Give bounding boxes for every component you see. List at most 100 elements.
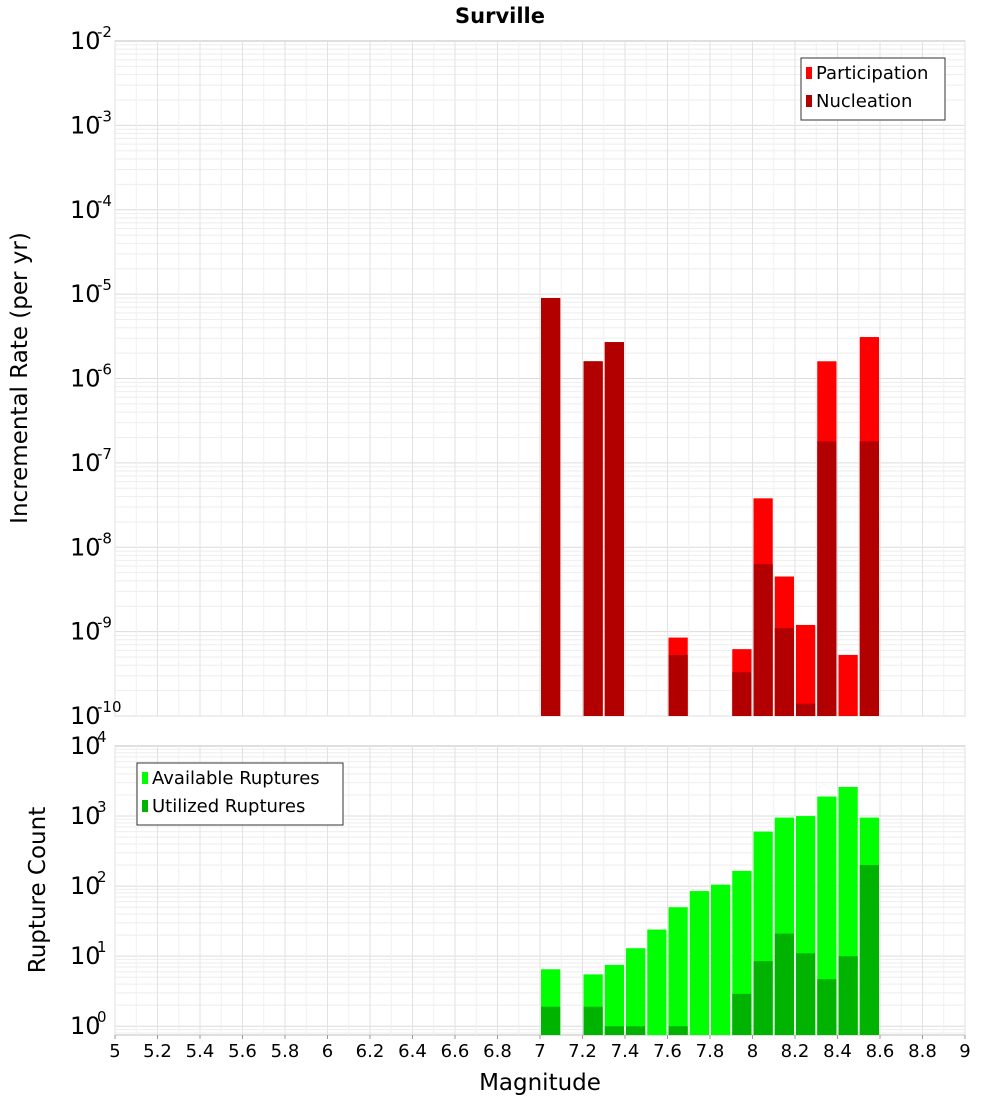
rate-y-tick-exp: -3 <box>97 107 112 125</box>
rate-y-tick-base: 10 <box>70 533 101 561</box>
rate-series-1 <box>541 297 879 716</box>
rate-y-tick-label: 10-10 <box>70 698 122 730</box>
rate-bar <box>774 628 794 716</box>
x-tick-label: 5.6 <box>228 1041 257 1062</box>
rate-legend: Participation Nucleation <box>800 57 946 121</box>
x-tick-label: 8.6 <box>866 1041 895 1062</box>
rate-bar <box>583 361 603 716</box>
rate-y-tick-label: 10-5 <box>70 276 112 308</box>
x-tick-label: 9 <box>959 1041 970 1062</box>
count-bar <box>838 956 858 1035</box>
rate-bar <box>817 441 837 716</box>
rate-y-tick-label: 10-8 <box>70 529 112 561</box>
x-tick-label: 7 <box>534 1041 545 1062</box>
x-tick-label: 7.6 <box>653 1041 682 1062</box>
count-y-tick-exp: 2 <box>97 868 107 886</box>
rate-legend-swatch <box>806 95 812 107</box>
count-bar <box>817 796 837 1035</box>
count-bar <box>668 907 688 1035</box>
rate-y-tick-exp: -2 <box>97 23 112 41</box>
rate-bar <box>796 624 816 716</box>
x-tick-label: 7.4 <box>611 1041 640 1062</box>
count-bar <box>817 979 837 1035</box>
x-tick-label: 7.8 <box>696 1041 725 1062</box>
count-bar <box>711 884 731 1035</box>
count-bar <box>859 865 879 1035</box>
rate-y-tick-label: 10-6 <box>70 361 112 393</box>
count-y-tick-base: 10 <box>70 732 101 760</box>
count-y-tick-exp: 1 <box>97 938 107 956</box>
count-bar <box>732 993 752 1035</box>
count-bar <box>604 1026 624 1035</box>
rate-bar <box>838 654 858 716</box>
count-y-tick-label: 100 <box>70 1008 107 1040</box>
count-bar <box>689 891 709 1035</box>
x-tick-label: 8.8 <box>908 1041 937 1062</box>
rate-y-tick-base: 10 <box>70 111 101 139</box>
rate-y-tick-exp: -5 <box>97 276 112 294</box>
x-tick-label: 6.2 <box>356 1041 385 1062</box>
count-y-tick-base: 10 <box>70 1012 101 1040</box>
x-tick-label: 5.4 <box>186 1041 215 1062</box>
rate-legend-box <box>800 57 946 121</box>
count-bar <box>668 1026 688 1035</box>
count-y-tick-label: 102 <box>70 868 107 900</box>
rate-y-tick-exp: -6 <box>97 361 112 379</box>
x-tick-label: 8.2 <box>781 1041 810 1062</box>
count-y-tick-exp: 3 <box>97 798 107 816</box>
rate-y-tick-base: 10 <box>70 702 101 730</box>
count-bar <box>583 1006 603 1035</box>
rate-y-tick-exp: -10 <box>97 698 122 716</box>
rate-y-tick-base: 10 <box>70 196 101 224</box>
count-y-tick-base: 10 <box>70 872 101 900</box>
count-legend-label: Available Ruptures <box>152 768 320 789</box>
rate-y-tick-base: 10 <box>70 618 101 646</box>
rate-y-tick-base: 10 <box>70 280 101 308</box>
count-y-tick-exp: 4 <box>97 728 107 746</box>
rate-panel: 10-1010-910-810-710-610-510-410-310-2Par… <box>70 23 966 730</box>
rate-y-tick-label: 10-2 <box>70 23 112 55</box>
count-bar <box>753 961 773 1035</box>
rate-bar <box>604 342 624 716</box>
count-series-1 <box>541 865 879 1035</box>
top-y-axis-title: Incremental Rate (per yr) <box>7 232 33 524</box>
x-tick-label: 8 <box>747 1041 758 1062</box>
count-y-tick-base: 10 <box>70 942 101 970</box>
rate-bar <box>753 564 773 716</box>
x-tick-label: 5.2 <box>143 1041 172 1062</box>
count-legend-box <box>136 762 344 826</box>
count-y-tick-label: 101 <box>70 938 107 970</box>
x-tick-label: 8.4 <box>823 1041 852 1062</box>
count-legend-swatch <box>142 800 148 812</box>
count-y-tick-label: 104 <box>70 728 107 760</box>
chart-title: Surville <box>455 4 545 28</box>
count-y-tick-exp: 0 <box>97 1008 107 1026</box>
rate-bar <box>541 297 561 716</box>
x-tick-label: 5.8 <box>271 1041 300 1062</box>
rate-y-tick-base: 10 <box>70 365 101 393</box>
rate-y-tick-exp: -7 <box>97 445 112 463</box>
rate-legend-label: Participation <box>816 63 928 84</box>
rate-y-tick-base: 10 <box>70 449 101 477</box>
x-tick-label: 5 <box>109 1041 120 1062</box>
rate-y-tick-label: 10-4 <box>70 192 112 224</box>
count-legend-swatch <box>142 772 148 784</box>
x-tick-label: 7.2 <box>568 1041 597 1062</box>
x-tick-label: 6 <box>322 1041 333 1062</box>
count-y-tick-label: 103 <box>70 798 107 830</box>
rate-y-tick-label: 10-7 <box>70 445 112 477</box>
count-bar <box>604 964 624 1035</box>
rate-legend-swatch <box>806 67 812 79</box>
x-tick-label: 6.4 <box>398 1041 427 1062</box>
x-axis-title: Magnitude <box>479 1070 601 1096</box>
rate-y-tick-label: 10-9 <box>70 614 112 646</box>
rate-bar <box>859 441 879 716</box>
rate-legend-label: Nucleation <box>816 91 912 112</box>
count-bar <box>626 1026 646 1035</box>
rate-y-tick-exp: -8 <box>97 529 112 547</box>
count-legend-label: Utilized Ruptures <box>152 796 305 817</box>
count-bar <box>541 1006 561 1035</box>
rate-y-tick-exp: -9 <box>97 614 112 632</box>
count-y-tick-base: 10 <box>70 802 101 830</box>
